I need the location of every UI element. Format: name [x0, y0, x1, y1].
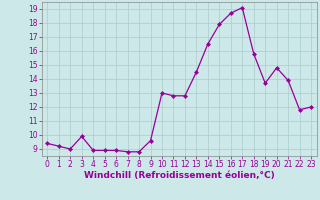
X-axis label: Windchill (Refroidissement éolien,°C): Windchill (Refroidissement éolien,°C) — [84, 171, 275, 180]
